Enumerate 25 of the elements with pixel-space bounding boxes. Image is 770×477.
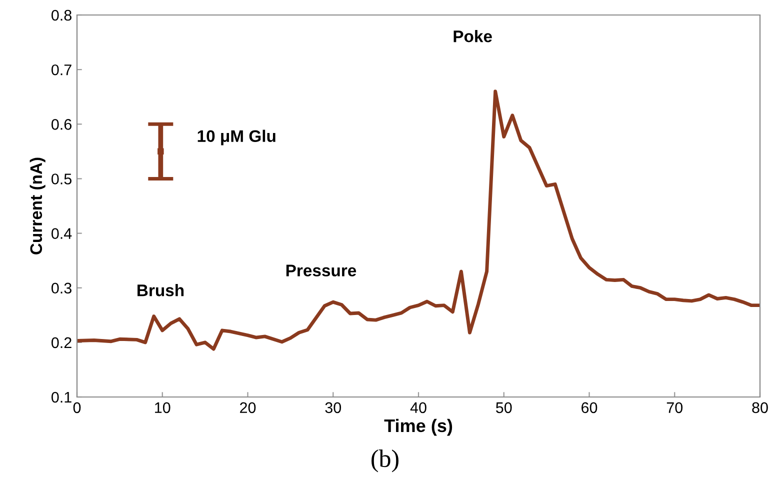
y-tick-label: 0.4 xyxy=(52,228,72,239)
y-tick-label: 0.5 xyxy=(52,174,72,184)
y-tick-label: 0.7 xyxy=(52,64,72,76)
text: (b) xyxy=(372,450,398,472)
x-tick-label: 40 xyxy=(410,402,426,414)
annotation: Poke xyxy=(454,30,492,42)
y-tick-label: 0.8 xyxy=(52,10,72,21)
x-tick-label: 10 xyxy=(155,402,170,414)
x-tick-label: 60 xyxy=(582,402,598,414)
x-tick-label: 50 xyxy=(496,402,512,414)
y-axis-title: Current (nA) xyxy=(30,158,46,254)
y-tick-label: 0.6 xyxy=(52,119,72,130)
y-tick-label: 0.1 xyxy=(52,392,72,403)
x-axis-title: Time (s) xyxy=(384,418,452,436)
y-tick-label: 0.2 xyxy=(52,337,72,348)
line-series xyxy=(77,90,760,351)
x-tick-label: 70 xyxy=(666,402,683,414)
x-tick-label: 0 xyxy=(73,402,81,414)
x-tick-label: 80 xyxy=(752,402,768,414)
text: 10 μM Glu xyxy=(198,130,276,146)
annotation: Pressure xyxy=(286,264,356,276)
x-tick-label: 30 xyxy=(325,402,342,414)
annotation: Brush xyxy=(138,284,184,296)
y-tick-label: 0.3 xyxy=(52,282,72,294)
x-tick-label: 20 xyxy=(240,402,256,414)
